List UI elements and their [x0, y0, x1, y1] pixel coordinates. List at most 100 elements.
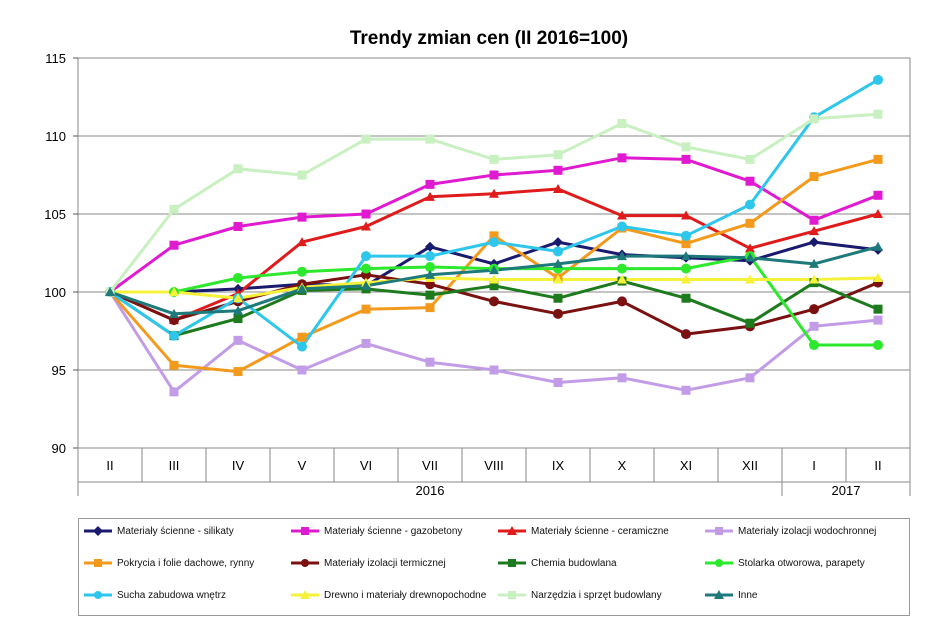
- x-tick-label: II: [106, 458, 113, 473]
- legend-marker: [715, 559, 723, 567]
- data-point: [489, 274, 499, 284]
- data-point: [745, 154, 755, 164]
- legend-symbol: [84, 559, 112, 567]
- legend-label: Pokrycia i folie dachowe, rynny: [117, 557, 255, 569]
- data-point: [681, 329, 691, 340]
- data-point: [617, 210, 627, 220]
- legend-symbol: [291, 590, 319, 599]
- y-tick-label: 115: [45, 51, 66, 66]
- data-point: [873, 272, 883, 282]
- legend-label: Materiały izolacji wodochronnej: [738, 525, 877, 537]
- x-tick-label: V: [298, 458, 307, 473]
- legend-label: Chemia budowlana: [531, 557, 617, 569]
- data-point: [745, 274, 755, 284]
- data-point: [745, 199, 755, 210]
- data-point: [745, 243, 755, 253]
- data-point: [489, 231, 499, 241]
- data-point: [297, 237, 307, 247]
- data-point: [617, 251, 627, 261]
- data-point: [361, 304, 371, 314]
- data-point: [873, 241, 883, 251]
- data-point: [233, 335, 243, 345]
- data-point: [809, 226, 819, 236]
- legend-item: Materiały ścienne - ceramiczne: [497, 525, 669, 537]
- data-point: [169, 308, 179, 318]
- data-point: [617, 296, 627, 307]
- data-point: [361, 251, 371, 262]
- data-point: [553, 258, 563, 268]
- data-point: [809, 215, 819, 225]
- data-point: [233, 164, 243, 174]
- x-tick-label: VI: [360, 458, 372, 473]
- data-point: [745, 318, 755, 328]
- year-label: 2017: [832, 483, 861, 498]
- legend-marker: [507, 526, 517, 535]
- data-point: [553, 308, 563, 319]
- data-point: [873, 190, 883, 200]
- data-point: [169, 330, 179, 341]
- legend-label: Materiały izolacji termicznej: [324, 557, 446, 569]
- legend-symbol: [84, 526, 112, 536]
- data-point: [873, 304, 883, 314]
- legend-item: Materiały izolacji wodochronnej: [704, 525, 876, 537]
- data-point: [361, 134, 371, 144]
- data-point: [169, 240, 179, 250]
- data-point: [297, 341, 307, 352]
- data-point: [681, 239, 691, 249]
- data-point: [681, 142, 691, 152]
- data-point: [489, 154, 499, 164]
- data-point: [169, 204, 179, 214]
- data-point: [169, 287, 179, 296]
- legend-item: Inne: [704, 589, 757, 601]
- x-tick-label: IV: [232, 458, 245, 473]
- data-point: [233, 305, 243, 315]
- data-point: [745, 373, 755, 383]
- data-point: [617, 119, 627, 129]
- chart-legend: Materiały ścienne - silikaty Materiały śc…: [78, 518, 910, 616]
- y-tick-label: 90: [52, 441, 66, 456]
- legend-symbol: [498, 526, 526, 535]
- data-point: [361, 338, 371, 348]
- legend-label: Stolarka otworowa, parapety: [738, 557, 865, 569]
- data-point: [809, 237, 819, 248]
- legend-marker: [715, 527, 723, 535]
- data-point: [617, 373, 627, 383]
- legend-item: Sucha zabudowa wnętrz: [83, 589, 226, 601]
- year-label: 2016: [416, 483, 445, 498]
- data-point: [553, 184, 563, 194]
- data-point: [233, 272, 243, 283]
- data-point: [681, 293, 691, 303]
- x-tick-label: XII: [742, 458, 758, 473]
- legend-label: Narzędzia i sprzęt budowlany: [531, 589, 662, 601]
- legend-marker: [508, 591, 516, 599]
- legend-item: Drewno i materiały drewnopochodne: [290, 589, 486, 601]
- data-point: [105, 287, 115, 296]
- data-point: [233, 314, 243, 324]
- legend-item: Stolarka otworowa, parapety: [704, 557, 865, 569]
- legend-marker: [714, 590, 724, 599]
- legend-marker: [508, 559, 516, 567]
- data-point: [681, 154, 691, 164]
- data-point: [297, 332, 307, 342]
- y-tick-label: 110: [45, 129, 66, 144]
- data-point: [361, 221, 371, 231]
- legend-label: Drewno i materiały drewnopochodne: [324, 589, 487, 601]
- legend-symbol: [498, 559, 526, 567]
- x-tick-label: VII: [422, 458, 438, 473]
- data-point: [233, 367, 243, 377]
- data-point: [681, 210, 691, 220]
- legend-label: Materiały ścienne - gazobetony: [324, 525, 463, 537]
- data-point: [681, 274, 691, 284]
- data-point: [553, 377, 563, 387]
- data-point: [233, 293, 243, 303]
- data-point: [425, 269, 435, 279]
- data-point: [425, 179, 435, 189]
- data-point: [425, 290, 435, 300]
- data-point: [233, 221, 243, 231]
- data-point: [745, 218, 755, 228]
- y-tick-label: 100: [44, 285, 66, 300]
- data-point: [553, 237, 563, 248]
- legend-symbol: [498, 591, 526, 599]
- x-tick-label: VIII: [484, 458, 504, 473]
- data-point: [297, 365, 307, 375]
